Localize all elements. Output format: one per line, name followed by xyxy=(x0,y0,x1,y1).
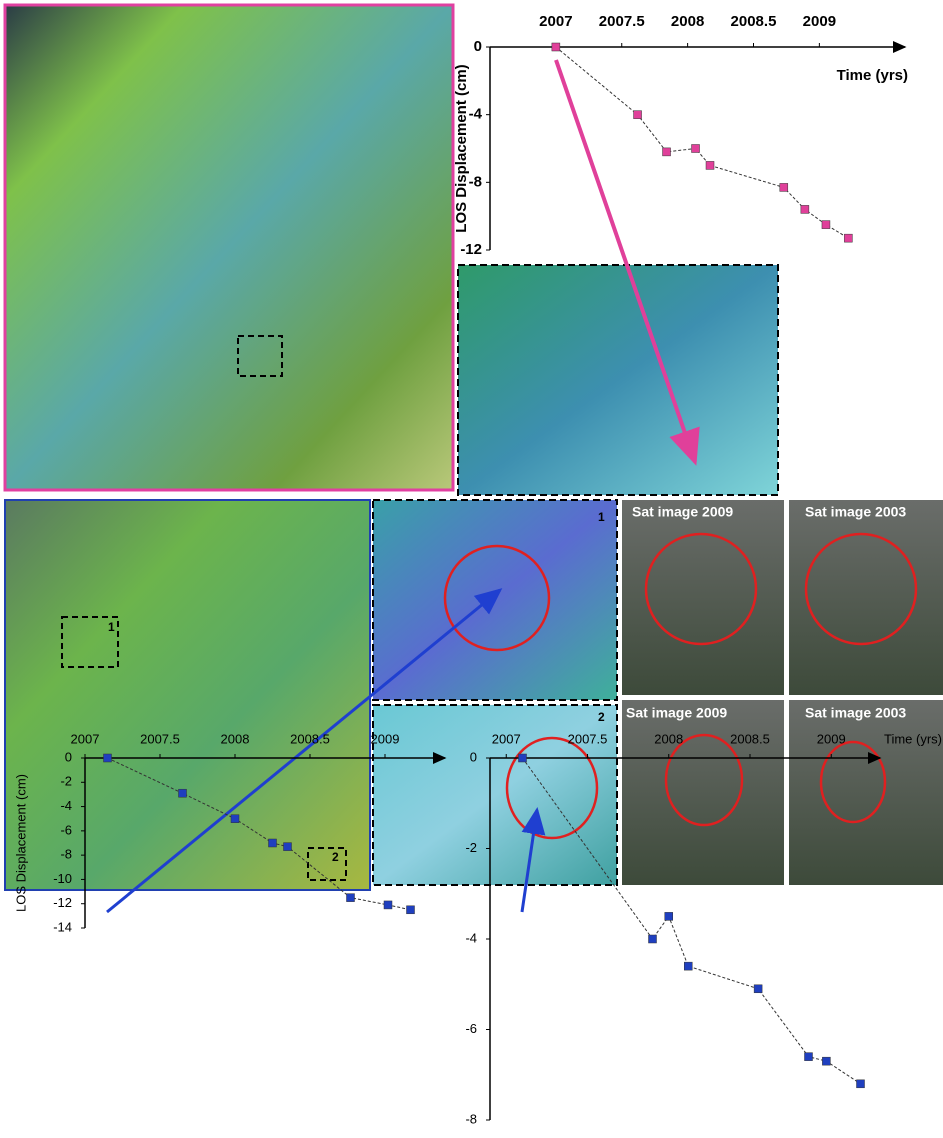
y-tick-label: -10 xyxy=(53,871,72,886)
y-tick-label: -6 xyxy=(60,822,72,837)
point xyxy=(844,234,852,242)
y-axis-label: LOS Displacement (cm) xyxy=(13,774,28,912)
map-label: 2 xyxy=(332,850,339,864)
y-tick-label: -8 xyxy=(469,173,482,190)
point xyxy=(822,1057,830,1065)
point xyxy=(706,161,714,169)
point xyxy=(780,183,788,191)
x-tick-label: 2009 xyxy=(371,731,400,746)
x-tick-label: 2007 xyxy=(492,731,521,746)
point xyxy=(384,901,392,909)
x-tick-label: 2007.5 xyxy=(599,13,645,30)
zoom-top xyxy=(458,265,778,495)
y-axis-label: LOS Displacement (cm) xyxy=(453,64,470,232)
x-tick-label: 2009 xyxy=(817,731,846,746)
y-tick-label: -2 xyxy=(60,774,72,789)
map-top xyxy=(5,5,453,490)
point xyxy=(634,111,642,119)
y-tick-label: -4 xyxy=(469,106,483,123)
point xyxy=(269,839,277,847)
sat-image xyxy=(789,700,943,885)
x-tick-label: 2008 xyxy=(221,731,250,746)
x-tick-label: 2008.5 xyxy=(730,731,770,746)
image-label: Sat image 2003 xyxy=(805,504,906,520)
point xyxy=(519,754,527,762)
map-label: 1 xyxy=(108,620,115,634)
point xyxy=(684,962,692,970)
x-axis-label: Time (yrs) xyxy=(884,731,942,746)
y-tick-label: 0 xyxy=(470,749,477,764)
sat-image xyxy=(622,700,784,885)
point xyxy=(754,985,762,993)
point xyxy=(231,815,239,823)
y-tick-label: -8 xyxy=(60,847,72,862)
y-tick-label: -4 xyxy=(60,798,72,813)
point xyxy=(665,912,673,920)
point xyxy=(284,843,292,851)
point xyxy=(805,1053,813,1061)
image-label: Sat image 2009 xyxy=(632,504,733,520)
y-tick-label: 0 xyxy=(474,38,482,55)
x-tick-label: 2007.5 xyxy=(140,731,180,746)
y-tick-label: -12 xyxy=(460,241,482,258)
x-tick-label: 2007 xyxy=(539,13,572,30)
point xyxy=(822,221,830,229)
inset-label: 1 xyxy=(598,510,605,524)
y-tick-label: -6 xyxy=(465,1021,477,1036)
y-tick-label: -12 xyxy=(53,895,72,910)
y-tick-label: -14 xyxy=(53,919,72,934)
x-tick-label: 2007 xyxy=(71,731,100,746)
y-tick-label: -2 xyxy=(465,840,477,855)
x-tick-label: 2007.5 xyxy=(568,731,608,746)
point xyxy=(692,145,700,153)
x-tick-label: 2008.5 xyxy=(290,731,330,746)
point xyxy=(347,894,355,902)
x-tick-label: 2009 xyxy=(803,13,836,30)
image-label: Sat image 2003 xyxy=(805,705,906,721)
chart-1: 2007 2007.5 2008 2008.5 2009 0 -4 -8 -12 Time (yr… xyxy=(453,13,908,258)
inset-label: 2 xyxy=(598,710,605,724)
image-label: Sat image 2009 xyxy=(626,705,727,721)
inset-1 xyxy=(373,500,617,700)
point xyxy=(801,205,809,213)
y-tick-label: -8 xyxy=(465,1111,477,1126)
y-tick-label: 0 xyxy=(65,749,72,764)
sat-image xyxy=(789,500,943,695)
point xyxy=(649,935,657,943)
y-tick-label: -4 xyxy=(465,930,477,945)
figure: Sat image 2009 Sat image 2003 Sat image … xyxy=(0,0,943,1138)
x-tick-label: 2008.5 xyxy=(731,13,777,30)
point xyxy=(857,1080,865,1088)
x-tick-label: 2008 xyxy=(671,13,704,30)
x-tick-label: 2008 xyxy=(654,731,683,746)
x-axis-label: Time (yrs) xyxy=(837,67,908,84)
point xyxy=(179,789,187,797)
point xyxy=(104,754,112,762)
point xyxy=(407,906,415,914)
point xyxy=(663,148,671,156)
point xyxy=(552,43,560,51)
